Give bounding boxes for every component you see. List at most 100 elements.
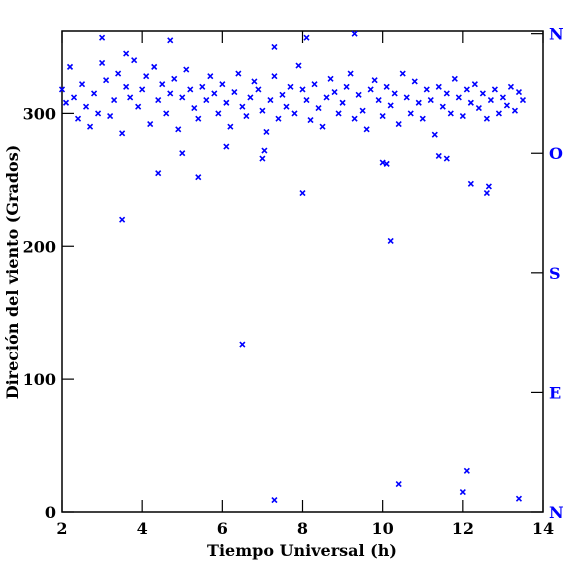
data-point [335,110,342,117]
data-point [179,150,186,157]
data-point [451,75,458,82]
data-point [343,83,350,90]
data-point [255,86,262,93]
data-point [187,86,194,93]
data-point [271,43,278,51]
y-tick-label: 200 [23,237,56,256]
data-point [387,237,394,245]
x-tick-label: 8 [297,519,308,538]
x-tick-label: 12 [452,519,474,538]
data-point [271,73,278,80]
data-point [351,115,358,122]
data-point [339,99,346,106]
data-point [387,102,394,109]
data-point [427,97,434,104]
data-point [439,103,446,110]
data-point [379,159,386,166]
data-point [463,86,470,93]
data-point [303,34,310,41]
data-point [291,110,298,117]
data-point [219,81,226,88]
data-point [371,77,378,84]
data-point [411,78,418,85]
data-point [403,94,410,101]
data-point [95,110,102,117]
data-point [351,30,358,37]
data-point [479,90,486,97]
data-point [243,112,250,120]
data-point [223,99,230,106]
data-point [303,97,310,104]
data-point [227,123,234,130]
data-point [58,86,66,93]
data-point [511,107,519,114]
data-point [107,112,114,120]
data-point [363,126,370,133]
data-point [463,467,470,474]
data-point [159,81,166,88]
y-tick-label: 0 [45,503,56,522]
data-point [179,94,186,101]
x-tick-label: 14 [532,519,554,538]
data-point [251,78,258,85]
data-point [147,120,154,128]
data-point [74,115,82,122]
data-point [271,496,278,504]
x-axis-label: Tiempo Universal (h) [207,541,397,560]
data-point [359,107,366,114]
data-point [66,63,74,70]
data-point [459,112,466,120]
data-point [395,481,402,488]
data-point [259,107,266,114]
data-point [519,97,527,104]
data-point [275,115,282,122]
data-point [443,90,450,97]
data-point [307,116,314,124]
data-point [471,81,478,88]
data-point [455,94,462,101]
data-point [467,180,474,187]
data-point [383,83,390,90]
data-point [78,81,86,88]
data-point [171,75,178,82]
data-point [70,94,78,101]
y2-tick-label: N [549,503,564,522]
data-point [103,77,110,84]
data-point [167,37,174,44]
data-point [223,143,230,150]
data-point [207,73,214,80]
data-point [119,216,126,223]
data-point [515,495,523,502]
data-point [235,70,242,77]
y-axis-label: Direción del viento (Grados) [3,145,22,400]
data-point [231,89,238,96]
data-point [435,83,442,90]
data-point [151,63,158,70]
data-point [495,110,502,117]
data-point [323,94,330,101]
data-point [399,70,406,77]
data-point [485,183,492,190]
data-point [135,103,142,110]
data-point [315,105,322,112]
data-point [139,86,146,93]
data-point [99,34,106,41]
data-point [431,131,438,138]
data-point [483,115,490,122]
data-point [119,130,126,137]
data-point [86,123,94,130]
data-point [261,147,268,154]
data-point [239,341,246,348]
data-point [347,70,354,77]
data-point [379,112,386,120]
data-point [123,50,130,57]
data-point [507,83,514,90]
data-point [239,103,246,110]
data-point [203,97,210,104]
data-point [327,75,334,82]
data-point [435,152,442,159]
data-point [447,110,454,117]
data-point [199,83,206,90]
y2-tick-label: E [549,383,561,402]
y-tick-label: 100 [23,370,56,389]
